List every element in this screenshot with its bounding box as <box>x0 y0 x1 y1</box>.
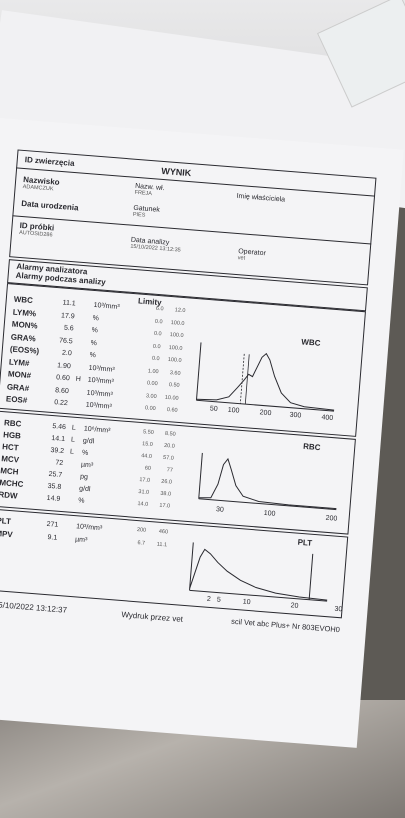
wbc-row-name: WBC <box>13 294 34 306</box>
rbc-row-name: MCHC <box>0 478 24 489</box>
wbc-row-name: EOS# <box>5 394 28 405</box>
wbc-row-name: MON# <box>7 369 32 381</box>
rbc-histogram <box>198 452 337 511</box>
wbc-row-name: GRA# <box>6 381 30 393</box>
plt-histogram <box>189 542 328 602</box>
device-info: scil Vet abc Plus+ Nr 803EVOH0 <box>230 616 341 635</box>
rbc-row-flag: L <box>71 424 77 432</box>
rbc-row-unit: g/dl <box>82 437 95 446</box>
wbc-axis-tick: 400 <box>321 414 334 423</box>
wbc-axis-tick: 50 <box>209 405 218 413</box>
plt-axis-tick: 2 <box>206 595 212 604</box>
plt-axis-tick: 5 <box>216 596 222 604</box>
rbc-row-name: RBC <box>3 418 22 429</box>
wbc-axis-tick: 200 <box>259 409 272 418</box>
plt-axis-tick: 10 <box>242 598 251 607</box>
rbc-row-flag: L <box>70 436 76 444</box>
rbc-row-name: MCV <box>0 454 20 465</box>
plt-axis-tick: 20 <box>290 602 299 610</box>
rbc-row-name: MCH <box>0 466 19 477</box>
species-value: PIES <box>132 211 146 219</box>
rbc-row-unit: % <box>81 449 89 457</box>
wbc-row-name: LYM% <box>12 307 37 318</box>
rbc-axis-tick: 200 <box>325 514 338 523</box>
plt-axis-tick: 30 <box>334 605 343 614</box>
plt-row-name: PLT <box>0 515 12 527</box>
wbc-axis-tick: 300 <box>289 411 302 420</box>
printed-by: Wydruk przez vet <box>121 610 184 624</box>
rbc-row-name: HCT <box>1 442 19 453</box>
rbc-row-name: HGB <box>2 430 22 441</box>
lab-report-page: ID zwierzęcia WYNIK Nazwisko ADAMCZUK Na… <box>0 118 404 748</box>
rbc-axis-tick: 30 <box>215 506 224 514</box>
operator-value: vet <box>237 255 246 262</box>
wbc-chart-label: WBC <box>301 337 321 348</box>
wbc-row-unit: % <box>90 339 98 347</box>
wbc-axis-tick: 100 <box>227 406 240 415</box>
wbc-row-unit: % <box>89 351 97 360</box>
wbc-row-unit: % <box>92 314 100 322</box>
printed-date: wydruku 15/10/2022 13:12:37 <box>0 598 68 615</box>
rbc-row-unit: pg <box>79 473 89 481</box>
rbc-row-unit: % <box>77 497 85 505</box>
rbc-row-name: RDW <box>0 490 18 501</box>
wbc-row-unit: % <box>91 326 99 335</box>
plt-row-unit: µm³ <box>74 536 88 545</box>
wbc-row-name: LYM# <box>8 356 30 368</box>
rbc-row-flag: L <box>69 448 75 456</box>
rbc-axis-tick: 100 <box>263 509 276 518</box>
wbc-row-flag: H <box>75 375 82 384</box>
rbc-row-unit: µm³ <box>80 461 94 470</box>
rbc-chart-label: RBC <box>302 441 321 453</box>
plt-row-name: MPV <box>0 528 14 540</box>
wbc-histogram <box>195 342 335 412</box>
rbc-row-unit: g/dl <box>78 485 91 494</box>
plt-chart-label: PLT <box>297 537 313 548</box>
